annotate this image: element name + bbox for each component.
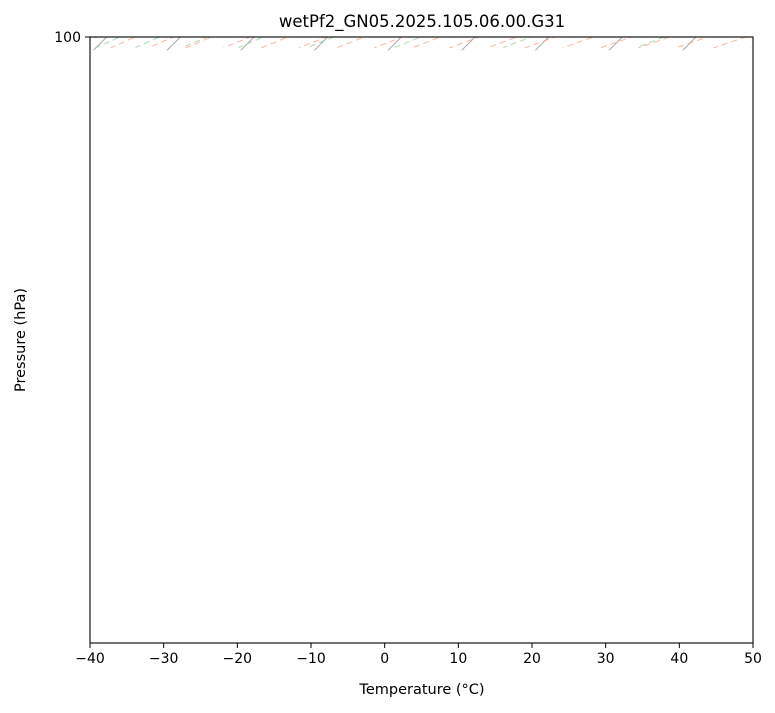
x-tick-label: −20 [223,651,253,667]
x-tick-label: −30 [149,651,179,667]
isotherm-line [535,0,775,50]
x-tick-label: −10 [296,651,326,667]
y-axis: 1000900800700600500400300200100 [45,0,90,46]
x-axis-label: Temperature (°C) [358,682,484,698]
dry-adiabat-line [638,0,775,48]
x-tick-label: 10 [449,651,467,667]
x-tick-label: 50 [744,651,762,667]
dry-adiabat-line [676,0,775,48]
x-axis: −40 −30 −20 −10 0 10 20 30 40 50 [75,643,762,667]
x-tick-label: 30 [597,651,615,667]
moist-adiabat-line [70,0,775,8]
y-axis-label: Pressure (hPa) [13,288,29,392]
moist-adiabat-line [767,0,775,48]
isotherm-line [683,0,775,50]
x-tick-label: −40 [75,651,105,667]
chart-title: wetPf2_GN05.2025.105.06.00.G31 [279,12,565,32]
x-tick-label: 20 [523,651,541,667]
isotherm-line [756,0,775,50]
moist-adiabat-line [637,0,775,48]
dry-adiabat-line [751,0,775,48]
dry-adiabat-line [601,0,775,48]
x-tick-label: 0 [380,651,389,667]
x-tick-label: 40 [670,651,688,667]
dry-adiabat-line [563,0,775,48]
dry-adiabat-line [714,0,775,48]
plot-frame [90,37,753,643]
y-tick-label: 100 [54,30,81,46]
